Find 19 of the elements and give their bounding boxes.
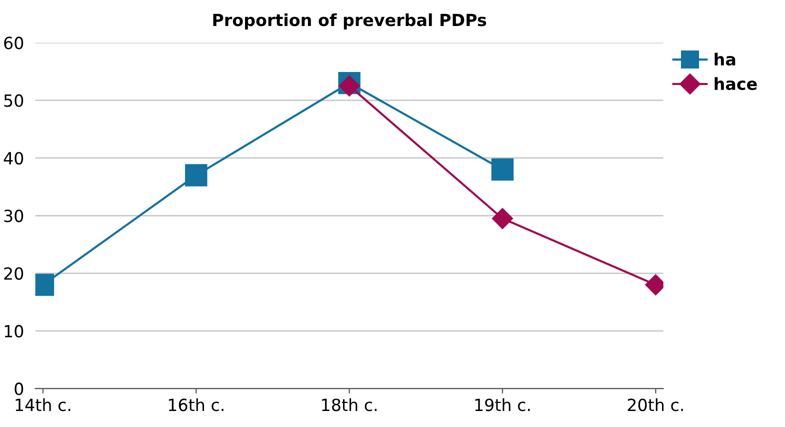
y-tick-label: 20 [4,267,24,280]
point [492,208,514,230]
point [491,158,514,181]
legend-label: hace [714,77,757,90]
y-tick-label: 60 [4,36,24,50]
x-tick-label: 14th c. [16,398,70,412]
y-tick-label: 50 [4,94,24,107]
y-tick-label: 40 [4,152,24,165]
chart-title: Proportion of preverbal PDPs [213,13,486,30]
y-tick-label: 0 [14,382,24,396]
point [338,75,360,96]
x-tick-label: 16th c. [168,398,224,412]
x-tick-label: 19th c. [475,398,530,412]
point [185,164,208,186]
y-tick-label: 30 [4,210,24,222]
y-tick-label: 10 [4,324,24,338]
x-tick-label: 20th c. [628,398,683,412]
x-tick-label: 18th c. [322,398,377,412]
legend-label: ha [714,52,736,66]
